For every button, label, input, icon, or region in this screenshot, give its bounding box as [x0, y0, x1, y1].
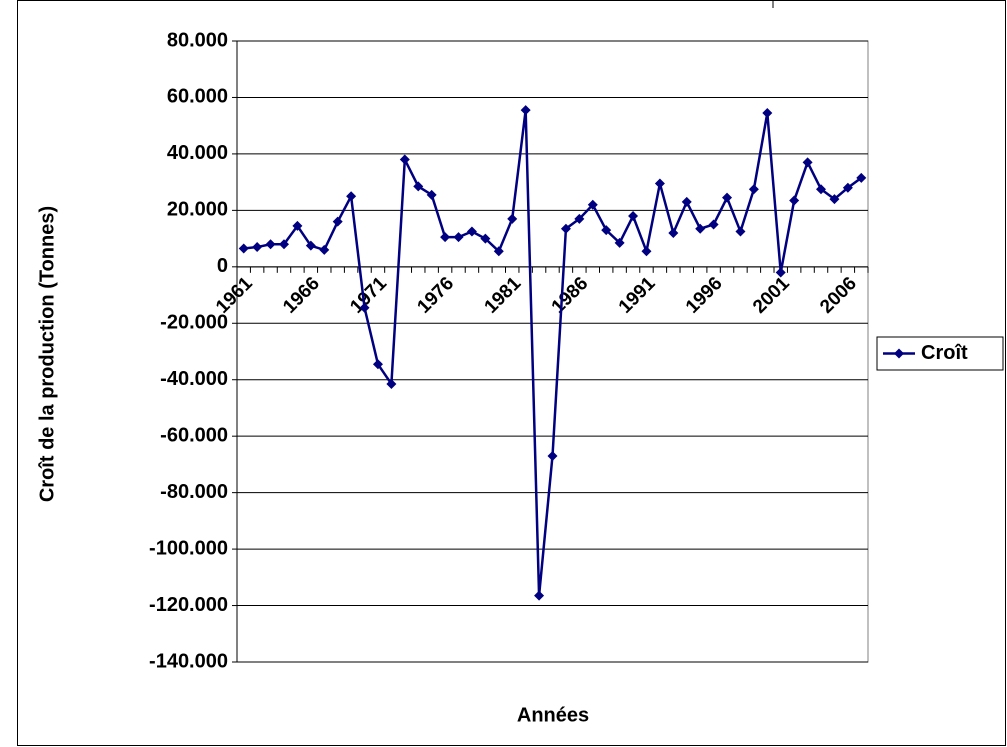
y-tick-label: -100.000 — [149, 537, 228, 559]
y-tick-label: 0 — [217, 255, 228, 277]
point-marker — [802, 157, 813, 168]
y-axis-title: Croît de la production (Tonnes) — [36, 206, 58, 502]
chart-border — [17, 0, 1006, 746]
point-marker — [238, 243, 249, 254]
y-tick-label: 80.000 — [167, 29, 228, 51]
point-marker — [816, 184, 827, 195]
point-marker — [775, 267, 786, 278]
y-tick-label: -120.000 — [149, 594, 228, 616]
plot-area — [236, 40, 869, 663]
point-marker — [466, 226, 477, 237]
point-marker — [560, 223, 571, 234]
point-marker — [493, 246, 504, 257]
point-marker — [842, 182, 853, 193]
point-marker — [789, 195, 800, 206]
point-marker — [748, 184, 759, 195]
y-tick-label: 20.000 — [167, 199, 228, 221]
point-marker — [426, 189, 437, 200]
point-marker — [413, 181, 424, 192]
point-marker — [641, 246, 652, 257]
point-marker — [372, 359, 383, 370]
point-marker — [386, 378, 397, 389]
point-marker — [534, 590, 545, 601]
point-marker — [574, 213, 585, 224]
point-marker — [292, 220, 303, 231]
point-marker — [547, 450, 558, 461]
point-marker — [722, 192, 733, 203]
point-marker — [520, 105, 531, 116]
point-marker — [654, 178, 665, 189]
y-tick-label: 40.000 — [167, 142, 228, 164]
point-marker — [668, 227, 679, 238]
point-marker — [681, 196, 692, 207]
point-marker — [695, 223, 706, 234]
legend-label: Croît — [921, 342, 968, 364]
point-marker — [265, 239, 276, 250]
point-marker — [252, 242, 263, 253]
point-marker — [587, 199, 598, 210]
point-marker — [453, 232, 464, 243]
point-marker — [440, 232, 451, 243]
point-marker — [735, 226, 746, 237]
legend-marker — [894, 348, 904, 359]
point-marker — [601, 225, 612, 236]
y-tick-label: -80.000 — [160, 481, 228, 503]
point-marker — [346, 191, 357, 202]
point-marker — [829, 194, 840, 205]
y-tick-label: -40.000 — [160, 368, 228, 390]
x-axis-title: Années — [517, 704, 589, 726]
point-marker — [708, 219, 719, 230]
point-marker — [507, 213, 518, 224]
point-marker — [278, 239, 289, 250]
point-marker — [399, 154, 410, 165]
point-marker — [305, 240, 316, 251]
point-marker — [614, 237, 625, 248]
y-tick-label: -20.000 — [160, 312, 228, 334]
point-marker — [332, 216, 343, 227]
point-marker — [628, 211, 639, 222]
point-marker — [359, 302, 370, 313]
point-marker — [856, 172, 867, 183]
y-tick-label: 60.000 — [167, 86, 228, 108]
point-marker — [319, 244, 330, 255]
point-marker — [480, 233, 491, 244]
y-tick-label: -60.000 — [160, 424, 228, 446]
y-tick-label: -140.000 — [149, 650, 228, 672]
point-marker — [762, 107, 773, 118]
